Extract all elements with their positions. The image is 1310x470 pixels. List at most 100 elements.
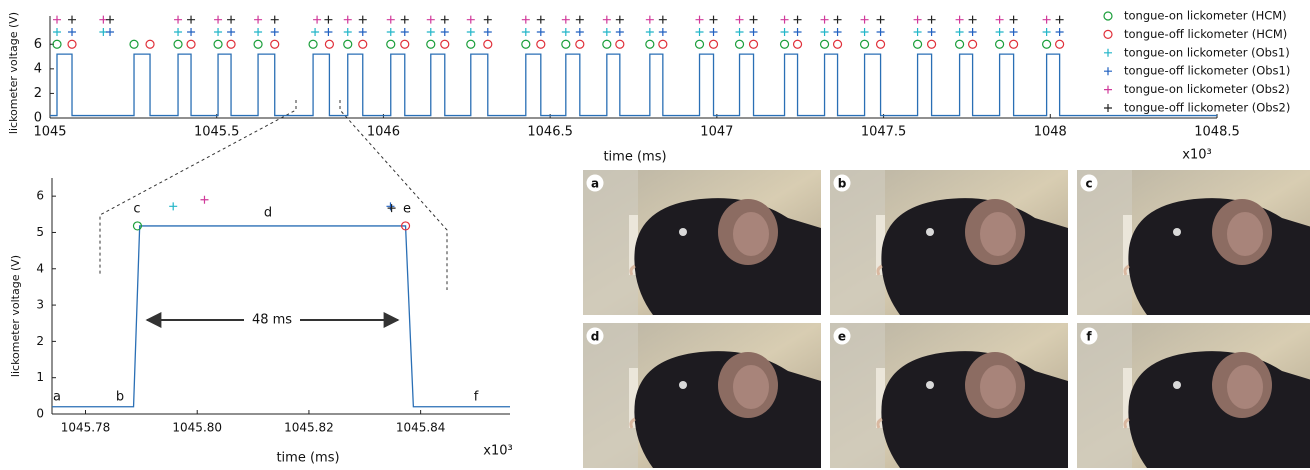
marker-plus xyxy=(928,28,936,36)
marker-circle xyxy=(387,40,395,48)
voltage-line xyxy=(50,54,1217,115)
marker-plus xyxy=(106,16,114,24)
marker-plus xyxy=(68,16,76,24)
mouse-eye xyxy=(679,228,687,236)
y-axis-label: lickometer voltage (V) xyxy=(7,12,20,134)
marker-plus xyxy=(914,28,922,36)
marker-circle xyxy=(834,40,842,48)
marker-circle xyxy=(401,40,409,48)
marker-circle xyxy=(736,40,744,48)
marker-plus xyxy=(187,16,195,24)
marker-plus xyxy=(359,16,367,24)
marker-plus xyxy=(427,28,435,36)
marker-plus xyxy=(696,28,704,36)
marker-circle xyxy=(130,40,138,48)
marker-plus xyxy=(388,204,396,212)
marker-plus xyxy=(562,16,570,24)
photo: c xyxy=(1077,170,1310,315)
annotation: a xyxy=(53,390,61,405)
y-tick-label: 0 xyxy=(36,407,44,421)
photo: a xyxy=(583,170,821,315)
marker-plus xyxy=(441,16,449,24)
marker-plus xyxy=(227,28,235,36)
marker-circle xyxy=(646,40,654,48)
marker-plus xyxy=(200,196,208,204)
legend-symbol xyxy=(1104,12,1112,20)
y-tick-label: 0 xyxy=(34,111,42,126)
marker-plus xyxy=(227,16,235,24)
marker-circle xyxy=(309,40,317,48)
marker-plus xyxy=(441,28,449,36)
marker-plus xyxy=(68,28,76,36)
marker-plus xyxy=(562,28,570,36)
marker-plus xyxy=(311,28,319,36)
legend-label: tongue-on lickometer (Obs2) xyxy=(1124,82,1290,96)
marker-circle xyxy=(928,40,936,48)
marker-plus xyxy=(344,16,352,24)
marker-circle xyxy=(956,40,964,48)
legend-label: tongue-off lickometer (Obs1) xyxy=(1124,64,1290,78)
marker-plus xyxy=(254,28,262,36)
marker-plus xyxy=(522,16,530,24)
marker-circle xyxy=(750,40,758,48)
marker-circle xyxy=(484,40,492,48)
marker-circle xyxy=(794,40,802,48)
x-tick-label: 1045.80 xyxy=(172,421,222,435)
marker-plus xyxy=(1043,16,1051,24)
marker-plus xyxy=(344,28,352,36)
marker-plus xyxy=(736,16,744,24)
x-multiplier: x10³ xyxy=(483,444,512,459)
x-multiplier: x10³ xyxy=(1182,148,1211,163)
marker-plus xyxy=(781,28,789,36)
marker-plus xyxy=(522,28,530,36)
y-tick-label: 5 xyxy=(36,225,44,239)
marker-plus xyxy=(861,16,869,24)
legend-symbol xyxy=(1104,30,1112,38)
mouse-ear-inner xyxy=(733,365,769,409)
marker-plus xyxy=(484,28,492,36)
x-tick-label: 1045.82 xyxy=(284,421,334,435)
marker-plus xyxy=(928,16,936,24)
y-tick-label: 3 xyxy=(36,298,44,312)
marker-plus xyxy=(710,28,718,36)
marker-plus xyxy=(313,16,321,24)
annotation: c xyxy=(133,202,140,217)
marker-plus xyxy=(467,16,475,24)
x-tick-label: 1046 xyxy=(367,125,400,140)
marker-circle xyxy=(1010,40,1018,48)
marker-circle xyxy=(522,40,530,48)
marker-circle xyxy=(576,40,584,48)
x-tick-label: 1045.78 xyxy=(61,421,111,435)
photo: e xyxy=(830,323,1068,468)
mouse-eye xyxy=(1173,381,1181,389)
panel-label: b xyxy=(838,177,847,191)
marker-plus xyxy=(169,202,177,210)
marker-plus xyxy=(603,16,611,24)
marker-circle xyxy=(68,40,76,48)
legend-label: tongue-on lickometer (Obs1) xyxy=(1124,45,1290,59)
marker-circle xyxy=(710,40,718,48)
annotation: e xyxy=(403,202,411,217)
annotation: d xyxy=(264,206,272,221)
marker-plus xyxy=(996,28,1004,36)
marker-plus xyxy=(271,16,279,24)
mouse-ear-inner xyxy=(1227,212,1263,256)
marker-plus xyxy=(956,28,964,36)
marker-plus xyxy=(427,16,435,24)
marker-circle xyxy=(427,40,435,48)
mouse-eye xyxy=(1173,228,1181,236)
marker-plus xyxy=(386,202,394,210)
marker-circle xyxy=(214,40,222,48)
marker-plus xyxy=(359,28,367,36)
photo: d xyxy=(583,323,821,468)
marker-circle xyxy=(696,40,704,48)
marker-circle xyxy=(914,40,922,48)
marker-plus xyxy=(781,16,789,24)
marker-plus xyxy=(53,28,61,36)
mouse-eye xyxy=(926,381,934,389)
marker-plus xyxy=(53,16,61,24)
legend-symbol xyxy=(1104,86,1112,94)
marker-plus xyxy=(187,28,195,36)
marker-circle xyxy=(325,40,333,48)
marker-plus xyxy=(401,16,409,24)
